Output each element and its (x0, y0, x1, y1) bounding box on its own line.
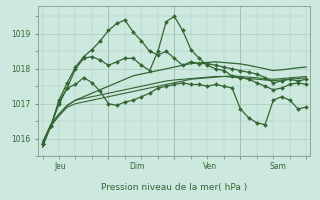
Text: Dim: Dim (129, 162, 145, 171)
X-axis label: Pression niveau de la mer( hPa ): Pression niveau de la mer( hPa ) (101, 183, 248, 192)
Text: Sam: Sam (269, 162, 286, 171)
Text: Ven: Ven (203, 162, 217, 171)
Text: Jeu: Jeu (55, 162, 67, 171)
